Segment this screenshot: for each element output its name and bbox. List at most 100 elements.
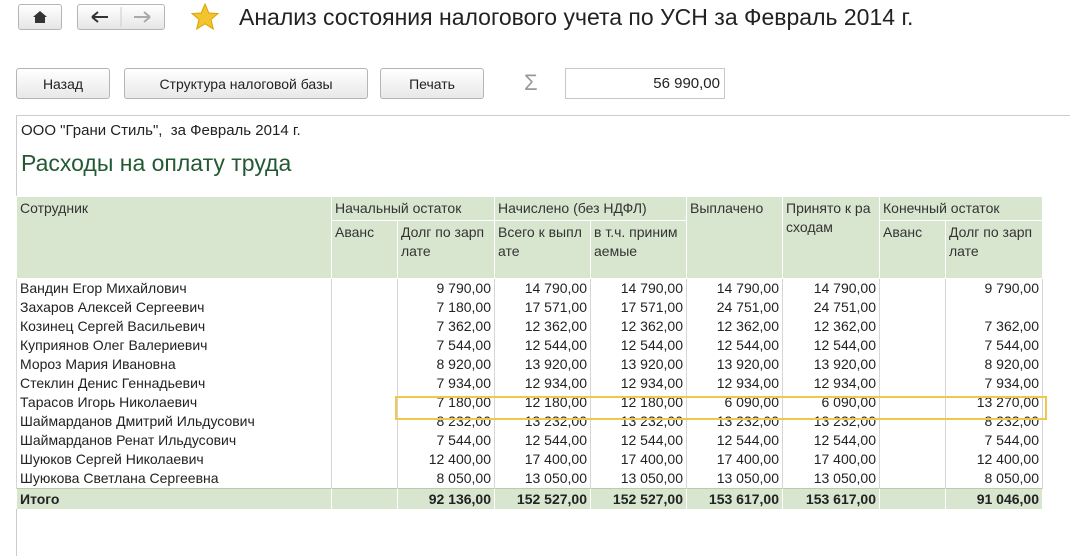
data-row[interactable]: Вандин Егор Михайлович 9 790,00 14 790,00 1… bbox=[16, 278, 1043, 298]
company-line: ООО "Грани Стиль", за Февраль 2014 г. bbox=[21, 122, 301, 139]
subheader-cell: Аванс bbox=[879, 220, 946, 279]
amount-cell: 17 571,00 bbox=[590, 298, 687, 317]
name-cell: Шуюкова Светлана Сергеевна bbox=[16, 469, 332, 489]
amount-cell: 14 790,00 bbox=[782, 278, 880, 298]
amount-cell bbox=[331, 393, 398, 412]
amount-cell bbox=[879, 431, 946, 450]
amount-cell: 152 527,00 bbox=[494, 488, 591, 509]
data-row[interactable]: Шаймарданов Ренат Ильдусович 7 544,00 12 5… bbox=[16, 431, 1043, 450]
amount-cell bbox=[331, 278, 398, 298]
amount-cell: 17 571,00 bbox=[494, 298, 591, 317]
print-button[interactable]: Печать bbox=[380, 68, 484, 99]
data-row[interactable]: Козинец Сергей Васильевич 7 362,00 12 362,… bbox=[16, 317, 1043, 336]
amount-cell: 17 400,00 bbox=[494, 450, 591, 469]
amount-cell: 7 544,00 bbox=[945, 431, 1043, 450]
amount-cell: 12 400,00 bbox=[945, 450, 1043, 469]
amount-cell bbox=[945, 298, 1043, 317]
header-cell: Принято к расходам bbox=[782, 196, 880, 279]
amount-cell bbox=[331, 431, 398, 450]
amount-cell: 9 790,00 bbox=[397, 278, 495, 298]
amount-cell: 12 544,00 bbox=[686, 336, 783, 355]
amount-cell: 13 050,00 bbox=[782, 469, 880, 489]
amount-cell bbox=[331, 355, 398, 374]
amount-cell: 7 544,00 bbox=[397, 336, 495, 355]
sigma-icon: Σ bbox=[524, 70, 538, 95]
amount-cell: 24 751,00 bbox=[686, 298, 783, 317]
amount-cell: 24 751,00 bbox=[782, 298, 880, 317]
amount-cell: 13 050,00 bbox=[686, 469, 783, 489]
amount-cell: 13 050,00 bbox=[590, 469, 687, 489]
amount-cell bbox=[331, 469, 398, 489]
amount-cell: 152 527,00 bbox=[590, 488, 687, 509]
data-row[interactable]: Стеклин Денис Геннадьевич 7 934,00 12 934,… bbox=[16, 374, 1043, 393]
amount-cell: 12 544,00 bbox=[686, 431, 783, 450]
amount-cell: 8 920,00 bbox=[945, 355, 1043, 374]
amount-cell: 13 050,00 bbox=[494, 469, 591, 489]
name-cell: Стеклин Денис Геннадьевич bbox=[16, 374, 332, 393]
amount-cell: 12 400,00 bbox=[397, 450, 495, 469]
amount-cell: 13 920,00 bbox=[494, 355, 591, 374]
structure-button[interactable]: Структура налоговой базы bbox=[124, 68, 368, 99]
data-row[interactable]: Куприянов Олег Валериевич 7 544,00 12 544,… bbox=[16, 336, 1043, 355]
data-row[interactable]: Мороз Мария Ивановна 8 920,00 13 920,00 13 … bbox=[16, 355, 1043, 374]
amount-cell: 17 400,00 bbox=[686, 450, 783, 469]
data-row[interactable]: Шуюкова Светлана Сергеевна 8 050,00 13 050… bbox=[16, 469, 1043, 489]
amount-cell: 13 232,00 bbox=[686, 412, 783, 431]
amount-cell bbox=[879, 298, 946, 317]
amount-cell: 13 920,00 bbox=[590, 355, 687, 374]
amount-cell: 12 362,00 bbox=[686, 317, 783, 336]
amount-cell: 8 050,00 bbox=[945, 469, 1043, 489]
data-row[interactable]: Захаров Алексей Сергеевич 7 180,00 17 571,… bbox=[16, 298, 1043, 317]
data-row[interactable]: Шаймарданов Дмитрий Ильдусович 8 232,00 13… bbox=[16, 412, 1043, 431]
amount-cell: 13 920,00 bbox=[686, 355, 783, 374]
header-cell: Конечный остаток bbox=[879, 196, 1043, 221]
subheader-cell: Долг по зарплате bbox=[945, 220, 1043, 279]
data-row[interactable]: Шуюков Сергей Николаевич 12 400,00 17 400,… bbox=[16, 450, 1043, 469]
amount-cell: 14 790,00 bbox=[686, 278, 783, 298]
favorite-star[interactable] bbox=[190, 2, 220, 32]
amount-cell bbox=[879, 488, 946, 509]
amount-cell bbox=[879, 317, 946, 336]
amount-cell: 92 136,00 bbox=[397, 488, 495, 509]
amount-cell bbox=[879, 374, 946, 393]
amount-cell bbox=[331, 298, 398, 317]
amount-cell: 8 232,00 bbox=[945, 412, 1043, 431]
history-buttons[interactable] bbox=[77, 4, 165, 30]
total-row[interactable]: Итого 92 136,00 152 527,00 152 527,00 153 61… bbox=[16, 488, 1043, 509]
amount-cell: 8 920,00 bbox=[397, 355, 495, 374]
amount-cell bbox=[331, 317, 398, 336]
amount-cell bbox=[879, 469, 946, 489]
name-cell: Мороз Мария Ивановна bbox=[16, 355, 332, 374]
name-cell: Куприянов Олег Валериевич bbox=[16, 336, 332, 355]
back-button[interactable]: Назад bbox=[16, 68, 110, 99]
name-cell: Шаймарданов Ренат Ильдусович bbox=[16, 431, 332, 450]
amount-cell: 7 180,00 bbox=[397, 298, 495, 317]
amount-cell: 7 362,00 bbox=[397, 317, 495, 336]
amount-cell: 12 362,00 bbox=[494, 317, 591, 336]
report-table: Сотрудник Начальный остаток Начислено (б… bbox=[16, 196, 1043, 509]
subheader-cell: Всего к выплате bbox=[494, 220, 591, 279]
amount-cell: 14 790,00 bbox=[494, 278, 591, 298]
amount-cell: 14 790,00 bbox=[590, 278, 687, 298]
selected-row-highlight bbox=[395, 396, 1047, 420]
amount-cell: 7 934,00 bbox=[945, 374, 1043, 393]
amount-cell bbox=[879, 336, 946, 355]
amount-cell: 91 046,00 bbox=[945, 488, 1043, 509]
header-cell: Выплачено bbox=[686, 196, 783, 279]
subheader-cell: Долг по зарплате bbox=[397, 220, 495, 279]
subheader-cell: Аванс bbox=[331, 220, 398, 279]
amount-cell: 12 362,00 bbox=[782, 317, 880, 336]
page-title: Анализ состояния налогового учета по УСН… bbox=[239, 4, 914, 30]
amount-cell bbox=[331, 374, 398, 393]
amount-cell: 12 934,00 bbox=[686, 374, 783, 393]
name-cell: Козинец Сергей Васильевич bbox=[16, 317, 332, 336]
home-icon bbox=[33, 11, 47, 23]
header-cell: Сотрудник bbox=[16, 196, 332, 279]
amount-cell: 12 934,00 bbox=[494, 374, 591, 393]
amount-cell: 153 617,00 bbox=[782, 488, 880, 509]
amount-cell: 7 934,00 bbox=[397, 374, 495, 393]
amount-cell: 8 050,00 bbox=[397, 469, 495, 489]
amount-cell: 7 544,00 bbox=[397, 431, 495, 450]
home-button[interactable] bbox=[18, 4, 62, 30]
